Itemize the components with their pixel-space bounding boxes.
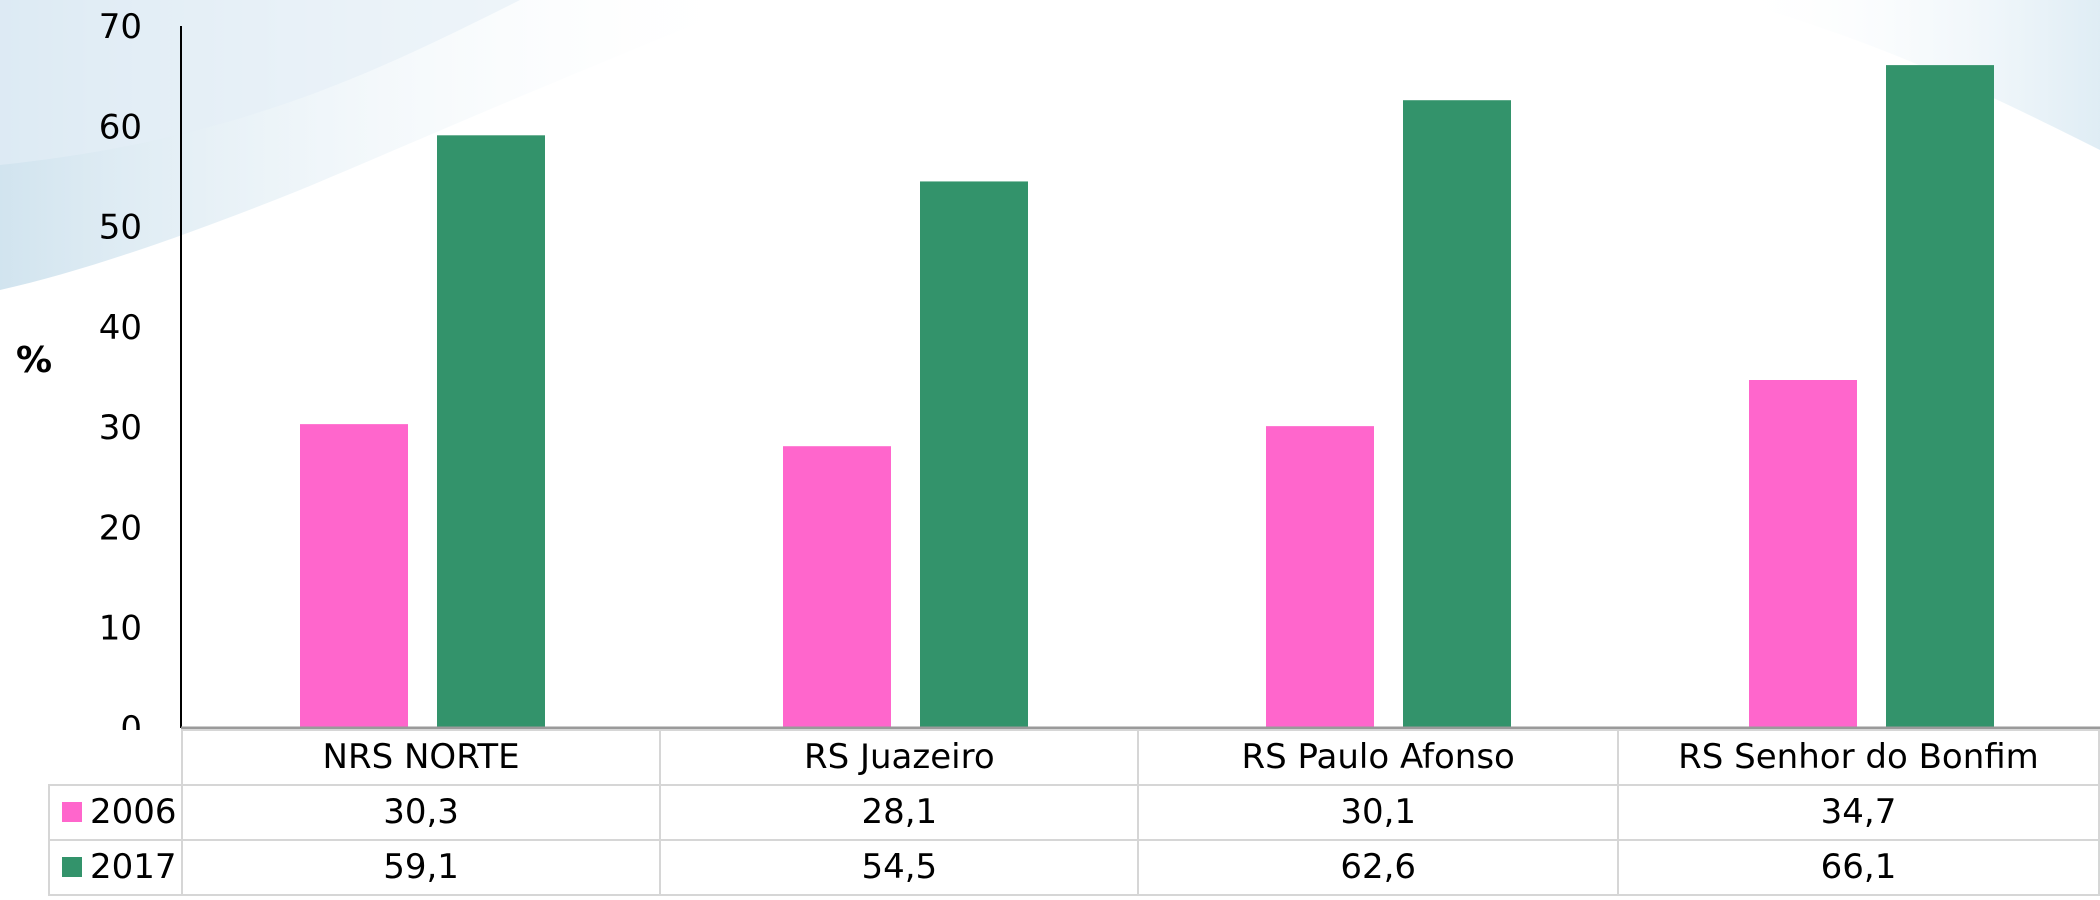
category-label: RS Paulo Afonso <box>1137 729 1619 786</box>
table-row-2006: 2006 30,3 28,1 30,1 34,7 <box>48 784 2100 841</box>
table-header-row: NRS NORTE RS Juazeiro RS Paulo Afonso RS… <box>49 729 2100 786</box>
data-value: 30,3 <box>180 784 662 841</box>
data-value: 30,1 <box>1137 784 1619 841</box>
legend-entry-2017: 2017 <box>48 839 183 896</box>
bar-chart: 0 10 20 30 40 50 60 70 % <box>16 7 2100 730</box>
legend-swatch <box>62 856 82 877</box>
bar-2006-2 <box>1266 426 1374 728</box>
table-row-2017: 2017 59,1 54,5 62,6 66,1 <box>48 839 2100 896</box>
bar-2017-1 <box>920 181 1028 728</box>
data-table: NRS NORTE RS Juazeiro RS Paulo Afonso RS… <box>48 729 2100 896</box>
bar-2017-3 <box>1886 65 1994 728</box>
y-tick-label: 60 <box>99 107 142 147</box>
bar-2017-2 <box>1403 100 1511 728</box>
bar-2006-0 <box>300 424 408 728</box>
y-axis-label: % <box>16 340 52 381</box>
y-tick-label: 30 <box>99 408 142 448</box>
series-name: 2017 <box>90 847 177 887</box>
bar-2006-3 <box>1749 380 1857 728</box>
y-tick-label: 70 <box>99 7 142 47</box>
y-tick-label: 10 <box>99 609 142 649</box>
category-label: NRS NORTE <box>180 729 662 786</box>
legend-entry-2006: 2006 <box>48 784 183 841</box>
bar-2017-0 <box>437 135 545 729</box>
data-value: 62,6 <box>1137 839 1619 896</box>
bars <box>300 65 1994 729</box>
y-tick-label: 0 <box>120 709 142 730</box>
data-value: 54,5 <box>659 839 1140 896</box>
bar-2006-1 <box>783 446 891 728</box>
y-tick-label: 40 <box>99 308 142 348</box>
y-tick-label: 20 <box>99 508 142 548</box>
data-value: 34,7 <box>1616 784 2100 841</box>
y-axis-ticks: 0 10 20 30 40 50 60 70 <box>99 7 142 730</box>
data-value: 28,1 <box>659 784 1140 841</box>
legend-swatch <box>62 801 82 822</box>
category-label: RS Senhor do Bonfim <box>1616 729 2100 786</box>
data-value: 66,1 <box>1616 839 2100 896</box>
y-tick-label: 50 <box>99 208 142 248</box>
category-label: RS Juazeiro <box>659 729 1140 786</box>
data-value: 59,1 <box>180 839 662 896</box>
series-name: 2006 <box>90 792 177 832</box>
